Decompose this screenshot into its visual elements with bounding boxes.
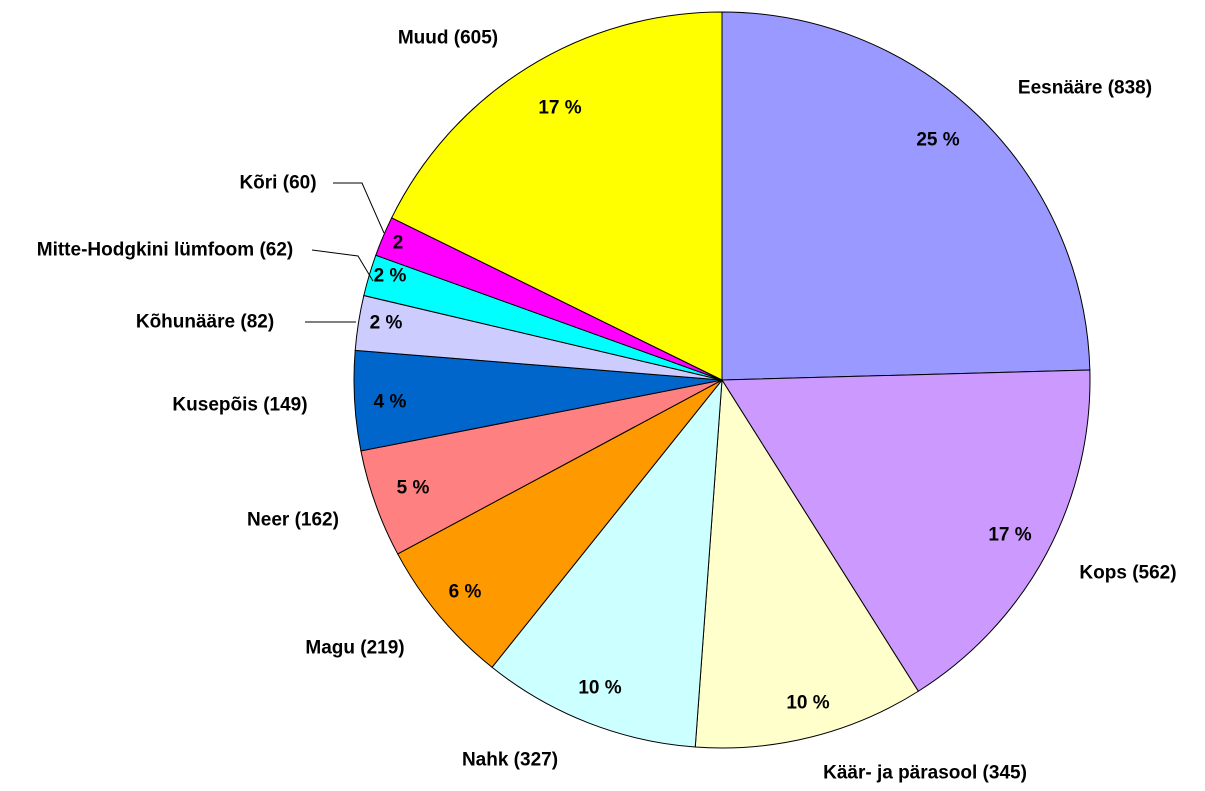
percent-label: 4 % bbox=[373, 391, 407, 413]
percent-label: 10 % bbox=[578, 677, 622, 699]
pie-slice bbox=[491, 378, 723, 748]
percent-label: 17 % bbox=[988, 524, 1032, 546]
percent-label: 10 % bbox=[786, 692, 830, 714]
pie-slice bbox=[721, 11, 1091, 381]
pie-slice bbox=[694, 378, 920, 749]
category-label: Käär- ja pärasool (345) bbox=[823, 762, 1027, 784]
percent-label: 2 % bbox=[369, 312, 403, 334]
category-label: Kops (562) bbox=[1079, 562, 1177, 584]
category-label: Kõhunääre (82) bbox=[135, 311, 275, 333]
category-label: Nahk (327) bbox=[461, 749, 559, 771]
pie-slice bbox=[390, 11, 723, 381]
percent-label: 25 % bbox=[916, 129, 960, 151]
category-label: Mitte-Hodgkini lümfoom (62) bbox=[36, 239, 294, 261]
percent-label: 2 % bbox=[373, 265, 407, 287]
category-label: Magu (219) bbox=[305, 637, 405, 659]
percent-label: 17 % bbox=[538, 97, 582, 119]
percent-label: 6 % bbox=[448, 581, 482, 603]
pie-slice bbox=[397, 379, 723, 668]
pie-slice bbox=[721, 369, 1091, 692]
category-label: Muud (605) bbox=[397, 27, 499, 49]
category-label: Eesnääre (838) bbox=[1017, 77, 1153, 99]
leader-line bbox=[333, 182, 385, 234]
percent-label: 5 % bbox=[396, 477, 430, 499]
leader-line bbox=[311, 249, 374, 282]
category-label: Kusepõis (149) bbox=[172, 394, 308, 416]
percent-label: 2 bbox=[392, 232, 404, 254]
category-label: Neer (162) bbox=[247, 509, 339, 531]
category-label: Kõri (60) bbox=[239, 172, 317, 194]
